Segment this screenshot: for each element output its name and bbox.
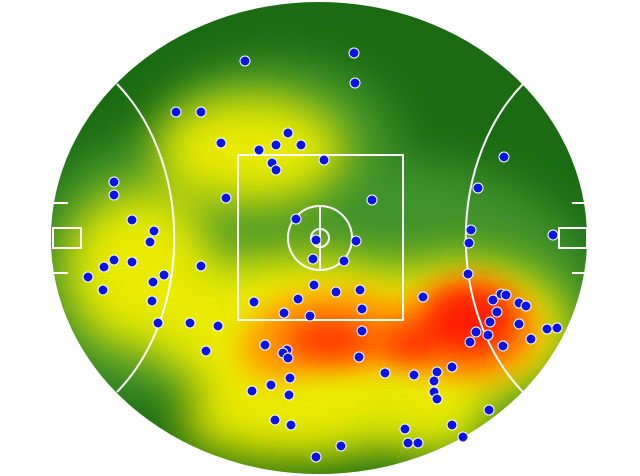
position-dot [147, 276, 159, 288]
position-dot [270, 139, 282, 151]
position-dot [472, 182, 484, 194]
position-dot [513, 318, 525, 330]
centre-square [237, 154, 404, 321]
position-dot [547, 229, 559, 241]
position-dot [482, 329, 494, 341]
position-dot [285, 419, 297, 431]
position-dot [464, 336, 476, 348]
position-dot [348, 47, 360, 59]
left-goal-square [52, 227, 82, 249]
position-dot [497, 340, 509, 352]
position-dot [126, 214, 138, 226]
position-dot [402, 437, 414, 449]
position-dot [457, 431, 469, 443]
position-dot [431, 366, 443, 378]
position-dot [126, 256, 138, 268]
position-dot [408, 369, 420, 381]
position-dot [215, 137, 227, 149]
position-dot [278, 307, 290, 319]
position-dot [295, 139, 307, 151]
position-dot [97, 284, 109, 296]
position-dot [484, 316, 496, 328]
position-dot [310, 234, 322, 246]
position-dot [108, 189, 120, 201]
position-dot [487, 294, 499, 306]
position-dot [379, 367, 391, 379]
position-dot [195, 106, 207, 118]
position-dot [265, 379, 277, 391]
position-dot [220, 192, 232, 204]
position-dot [246, 385, 258, 397]
position-dot [283, 389, 295, 401]
position-dot [500, 289, 512, 301]
position-dot [158, 269, 170, 281]
position-dot [146, 295, 158, 307]
position-dot [195, 260, 207, 272]
position-dot [465, 224, 477, 236]
position-dot [304, 310, 316, 322]
position-dot [318, 154, 330, 166]
position-dot [349, 77, 361, 89]
right-50m-arc [464, 83, 524, 393]
position-dot [412, 437, 424, 449]
position-dot [269, 414, 281, 426]
position-dot [491, 306, 503, 318]
position-dot [284, 372, 296, 384]
position-dot [446, 361, 458, 373]
position-dot [446, 419, 458, 431]
position-dot [520, 300, 532, 312]
position-dot [366, 194, 378, 206]
position-dot [431, 393, 443, 405]
position-dot [353, 351, 365, 363]
position-dot [354, 284, 366, 296]
position-dot [307, 253, 319, 265]
position-dot [399, 423, 411, 435]
position-dot [98, 261, 110, 273]
position-dots [82, 47, 563, 463]
position-dot [428, 375, 440, 387]
position-dot [462, 268, 474, 280]
position-dot [463, 237, 475, 249]
position-dot [470, 326, 482, 338]
position-dot [248, 296, 260, 308]
position-dot [200, 345, 212, 357]
position-dot [184, 317, 196, 329]
position-dot [82, 271, 94, 283]
position-dot [290, 213, 302, 225]
position-dot [525, 333, 537, 345]
position-dot [335, 440, 347, 452]
position-dot [417, 291, 429, 303]
position-dot [356, 325, 368, 337]
position-dot [108, 254, 120, 266]
position-dot [356, 303, 368, 315]
position-dot [483, 404, 495, 416]
position-dot [541, 323, 553, 335]
position-dot [259, 339, 271, 351]
position-dot [148, 225, 160, 237]
position-dot [292, 293, 304, 305]
position-dot [338, 255, 350, 267]
position-dot [310, 451, 322, 463]
position-dot [170, 106, 182, 118]
position-dot [152, 317, 164, 329]
position-dot [551, 322, 563, 334]
position-dot [350, 235, 362, 247]
position-dot [253, 144, 265, 156]
position-dot [144, 236, 156, 248]
position-dot [282, 352, 294, 364]
right-goal-square [558, 227, 588, 249]
left-50m-arc [116, 83, 176, 393]
position-dot [282, 127, 294, 139]
position-dot [498, 151, 510, 163]
position-dot [270, 164, 282, 176]
position-dot [212, 320, 224, 332]
position-dot [330, 286, 342, 298]
position-dot [108, 176, 120, 188]
position-dot [239, 55, 251, 67]
position-dot [308, 279, 320, 291]
